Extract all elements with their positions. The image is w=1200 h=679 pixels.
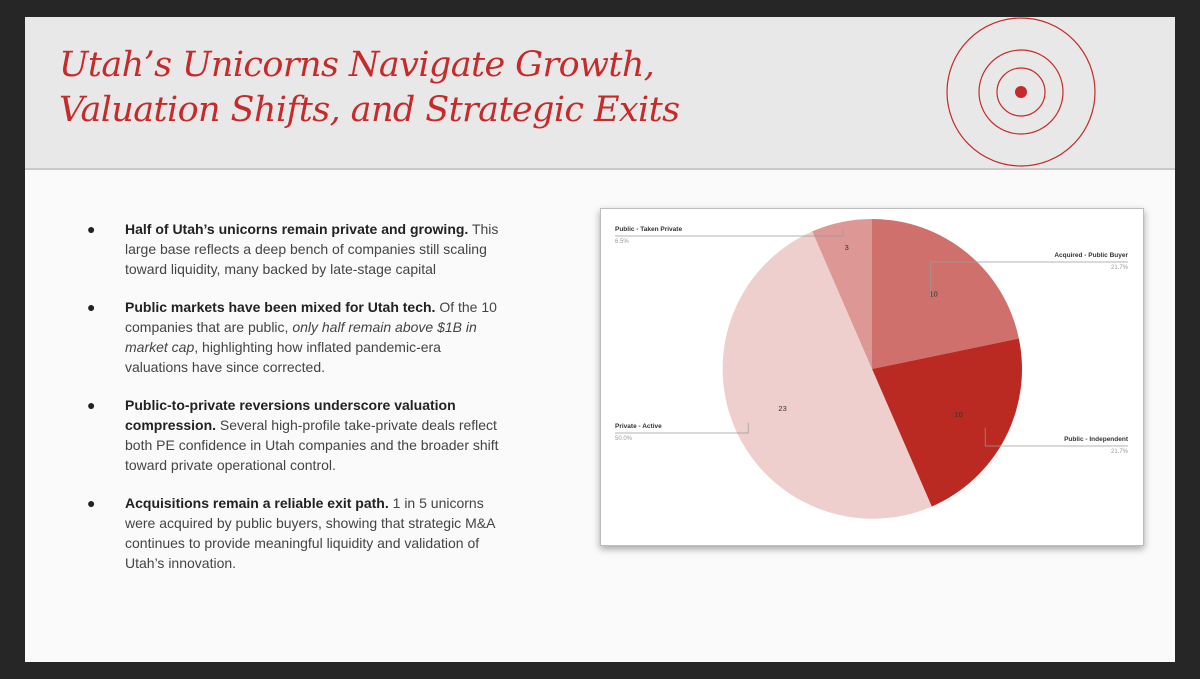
- pie-value-label: 10: [954, 410, 962, 419]
- bullet-dot: ●: [87, 299, 96, 315]
- target-ring-outer: [946, 17, 1096, 167]
- bullet-heading: Acquisitions remain a reliable exit path…: [125, 495, 389, 511]
- bullet-heading: Public-to-private reversions underscore …: [125, 397, 456, 433]
- pie-percent-label: 21.7%: [1111, 265, 1129, 271]
- bullet-list: ● Half of Utah’s unicorns remain private…: [85, 219, 505, 591]
- bullet-text: 1 in 5 unicorns were acquired by public …: [125, 495, 495, 571]
- pie-slice-private-active: [722, 231, 932, 519]
- bullet-item: ● Half of Utah’s unicorns remain private…: [85, 219, 505, 279]
- pie-category-label: Private - Active: [615, 423, 662, 430]
- bullet-dot: ●: [87, 397, 96, 413]
- pie-category-label: Public - Taken Private: [615, 226, 682, 233]
- pie-leader-line: [615, 229, 844, 237]
- bullet-heading: Half of Utah’s unicorns remain private a…: [125, 221, 469, 237]
- pie-leader-line: [930, 261, 1128, 297]
- title-line-1: Utah’s Unicorns Navigate Growth,: [59, 45, 655, 85]
- bullet-text: , highlighting how inflated pandemic-era…: [125, 339, 441, 375]
- pie-chart: 10 Acquired - Public Buyer 21.7% 10 Public -…: [615, 219, 1129, 519]
- target-center-dot: [1015, 86, 1027, 98]
- pie-percent-label: 6.5%: [615, 239, 629, 245]
- bullet-item: ● Public-to-private reversions underscor…: [85, 395, 505, 475]
- pie-slice-public-independent: [872, 338, 1022, 507]
- pie-slice-public-taken-private: [812, 219, 872, 369]
- pie-leader-line: [615, 422, 749, 434]
- page-title: Utah’s Unicorns Navigate Growth, Valuati…: [59, 43, 680, 133]
- pie-leader-line: [984, 427, 1128, 447]
- bullet-dot: ●: [87, 495, 96, 511]
- bullet-item: ● Public markets have been mixed for Uta…: [85, 297, 505, 377]
- bullet-text: Of the 10 companies that are public,: [125, 299, 497, 335]
- bullet-dot: ●: [87, 221, 96, 237]
- header-band: Utah’s Unicorns Navigate Growth, Valuati…: [25, 17, 1175, 170]
- target-ring-inner: [996, 67, 1046, 117]
- pie-slice-acquired-public-buyer: [872, 219, 1019, 369]
- target-ring-middle: [978, 49, 1064, 135]
- bullet-italic: only half remain above $1B in market cap: [125, 319, 477, 355]
- bullet-text: Several high-profile take-private deals …: [125, 417, 499, 473]
- pie-value-label: 10: [929, 289, 937, 298]
- title-line-2: Valuation Shifts, and Strategic Exits: [59, 90, 680, 130]
- target-icon: [946, 17, 1096, 167]
- pie-percent-label: 21.7%: [1111, 449, 1129, 455]
- bullet-item: ● Acquisitions remain a reliable exit pa…: [85, 493, 505, 573]
- pie-percent-label: 50.0%: [615, 436, 633, 442]
- pie-category-label: Acquired - Public Buyer: [1054, 252, 1128, 259]
- pie-chart-card: 10 Acquired - Public Buyer 21.7% 10 Public -…: [600, 208, 1144, 546]
- pie-value-label: 3: [845, 243, 849, 252]
- slide: Utah’s Unicorns Navigate Growth, Valuati…: [25, 17, 1175, 662]
- pie-value-label: 23: [778, 404, 786, 413]
- pie-category-label: Public - Independent: [1064, 436, 1129, 443]
- bullet-text: This large base reflects a deep bench of…: [125, 221, 499, 277]
- bullet-heading: Public markets have been mixed for Utah …: [125, 299, 436, 315]
